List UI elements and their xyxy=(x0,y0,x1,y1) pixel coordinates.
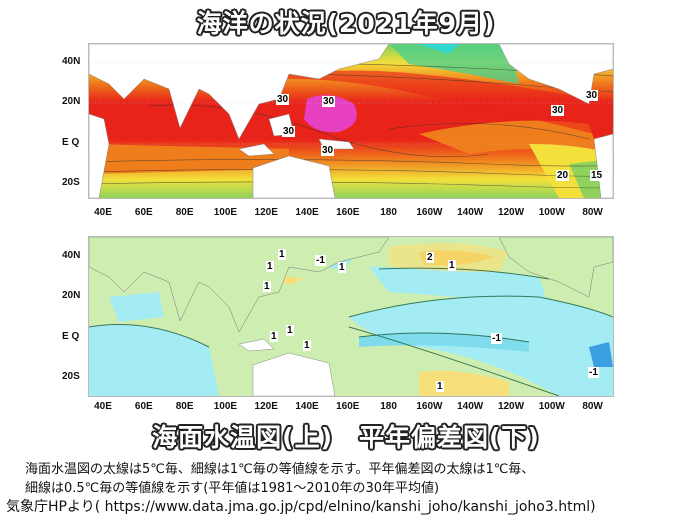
lon-label: 180 xyxy=(380,207,397,218)
lat-label: 40N xyxy=(62,250,81,261)
lon-label: 80W xyxy=(582,207,603,218)
lat-label: 20N xyxy=(62,290,81,301)
lon-label: 80E xyxy=(175,401,194,412)
contour-label: -1 xyxy=(588,367,599,378)
contour-label: 1 xyxy=(278,249,286,260)
lon-label: 80E xyxy=(175,207,194,218)
lon-label: 40E xyxy=(94,207,112,218)
contour-label: 1 xyxy=(286,325,294,336)
lon-label: 60E xyxy=(134,207,153,218)
lon-label: 120W xyxy=(497,401,525,412)
lon-label: 40E xyxy=(94,401,112,412)
contour-label: 30 xyxy=(585,90,599,101)
contour-label: 1 xyxy=(266,261,274,272)
subtitle: 海面水温図(上) 平年偏差図(下) xyxy=(152,423,540,452)
contour-label: 30 xyxy=(282,126,296,137)
contour-label: 30 xyxy=(321,145,335,156)
contour-label: -1 xyxy=(491,333,502,344)
lat-label: 20S xyxy=(62,177,80,188)
contour-label: 1 xyxy=(436,381,444,392)
lon-label: 160E xyxy=(336,401,360,412)
lon-label: 180 xyxy=(380,401,397,412)
contour-label: 30 xyxy=(551,105,565,116)
lon-label: 120E xyxy=(254,401,278,412)
lon-label: 100E xyxy=(213,207,238,218)
lon-label: 120W xyxy=(497,207,525,218)
contour-label: 1 xyxy=(263,281,271,292)
contour-label: -1 xyxy=(315,255,326,266)
contour-label: 20 xyxy=(556,170,570,181)
contour-label: 1 xyxy=(448,260,456,271)
lon-label: 100W xyxy=(538,401,565,412)
contour-label: 15 xyxy=(590,170,604,181)
lon-label: 140E xyxy=(295,207,319,218)
contour-label: 1 xyxy=(270,331,278,342)
caption-line-1: 海面水温図の太線は5℃毎、細線は1℃毎の等値線を示す。平年偏差図の太線は1℃毎、 xyxy=(25,462,535,477)
lon-label: 80W xyxy=(582,401,603,412)
contour-label: 30 xyxy=(322,96,336,107)
main-title: 海洋の状況(2021年9月) xyxy=(196,9,496,38)
lon-label: 140E xyxy=(295,401,319,412)
anomaly-map xyxy=(88,236,614,397)
lat-label: 40N xyxy=(62,56,81,67)
lat-label: 20S xyxy=(62,371,80,382)
lat-label: 20N xyxy=(62,96,81,107)
contour-label: 1 xyxy=(303,340,311,351)
contour-label: 2 xyxy=(426,252,434,263)
lon-label: 160W xyxy=(416,401,443,412)
lon-label: 140W xyxy=(457,207,484,218)
lon-label: 160W xyxy=(416,207,443,218)
sst-map xyxy=(88,43,614,199)
caption-line-2: 細線は0.5℃毎の等値線を示す(平年値は1981～2010年の30年平均値) xyxy=(25,481,440,496)
source-text: 気象庁HPより( https://www.data.jma.go.jp/cpd/… xyxy=(6,499,596,515)
lon-label: 100W xyxy=(538,207,565,218)
lon-label: 120E xyxy=(254,207,278,218)
lat-label: E Q xyxy=(62,331,80,342)
lon-label: 160E xyxy=(336,207,360,218)
lon-label: 60E xyxy=(134,401,153,412)
contour-label: 30 xyxy=(276,94,290,105)
lon-label: 140W xyxy=(457,401,484,412)
contour-label: 1 xyxy=(338,262,346,273)
lat-label: E Q xyxy=(62,137,80,148)
lon-label: 100E xyxy=(213,401,238,412)
